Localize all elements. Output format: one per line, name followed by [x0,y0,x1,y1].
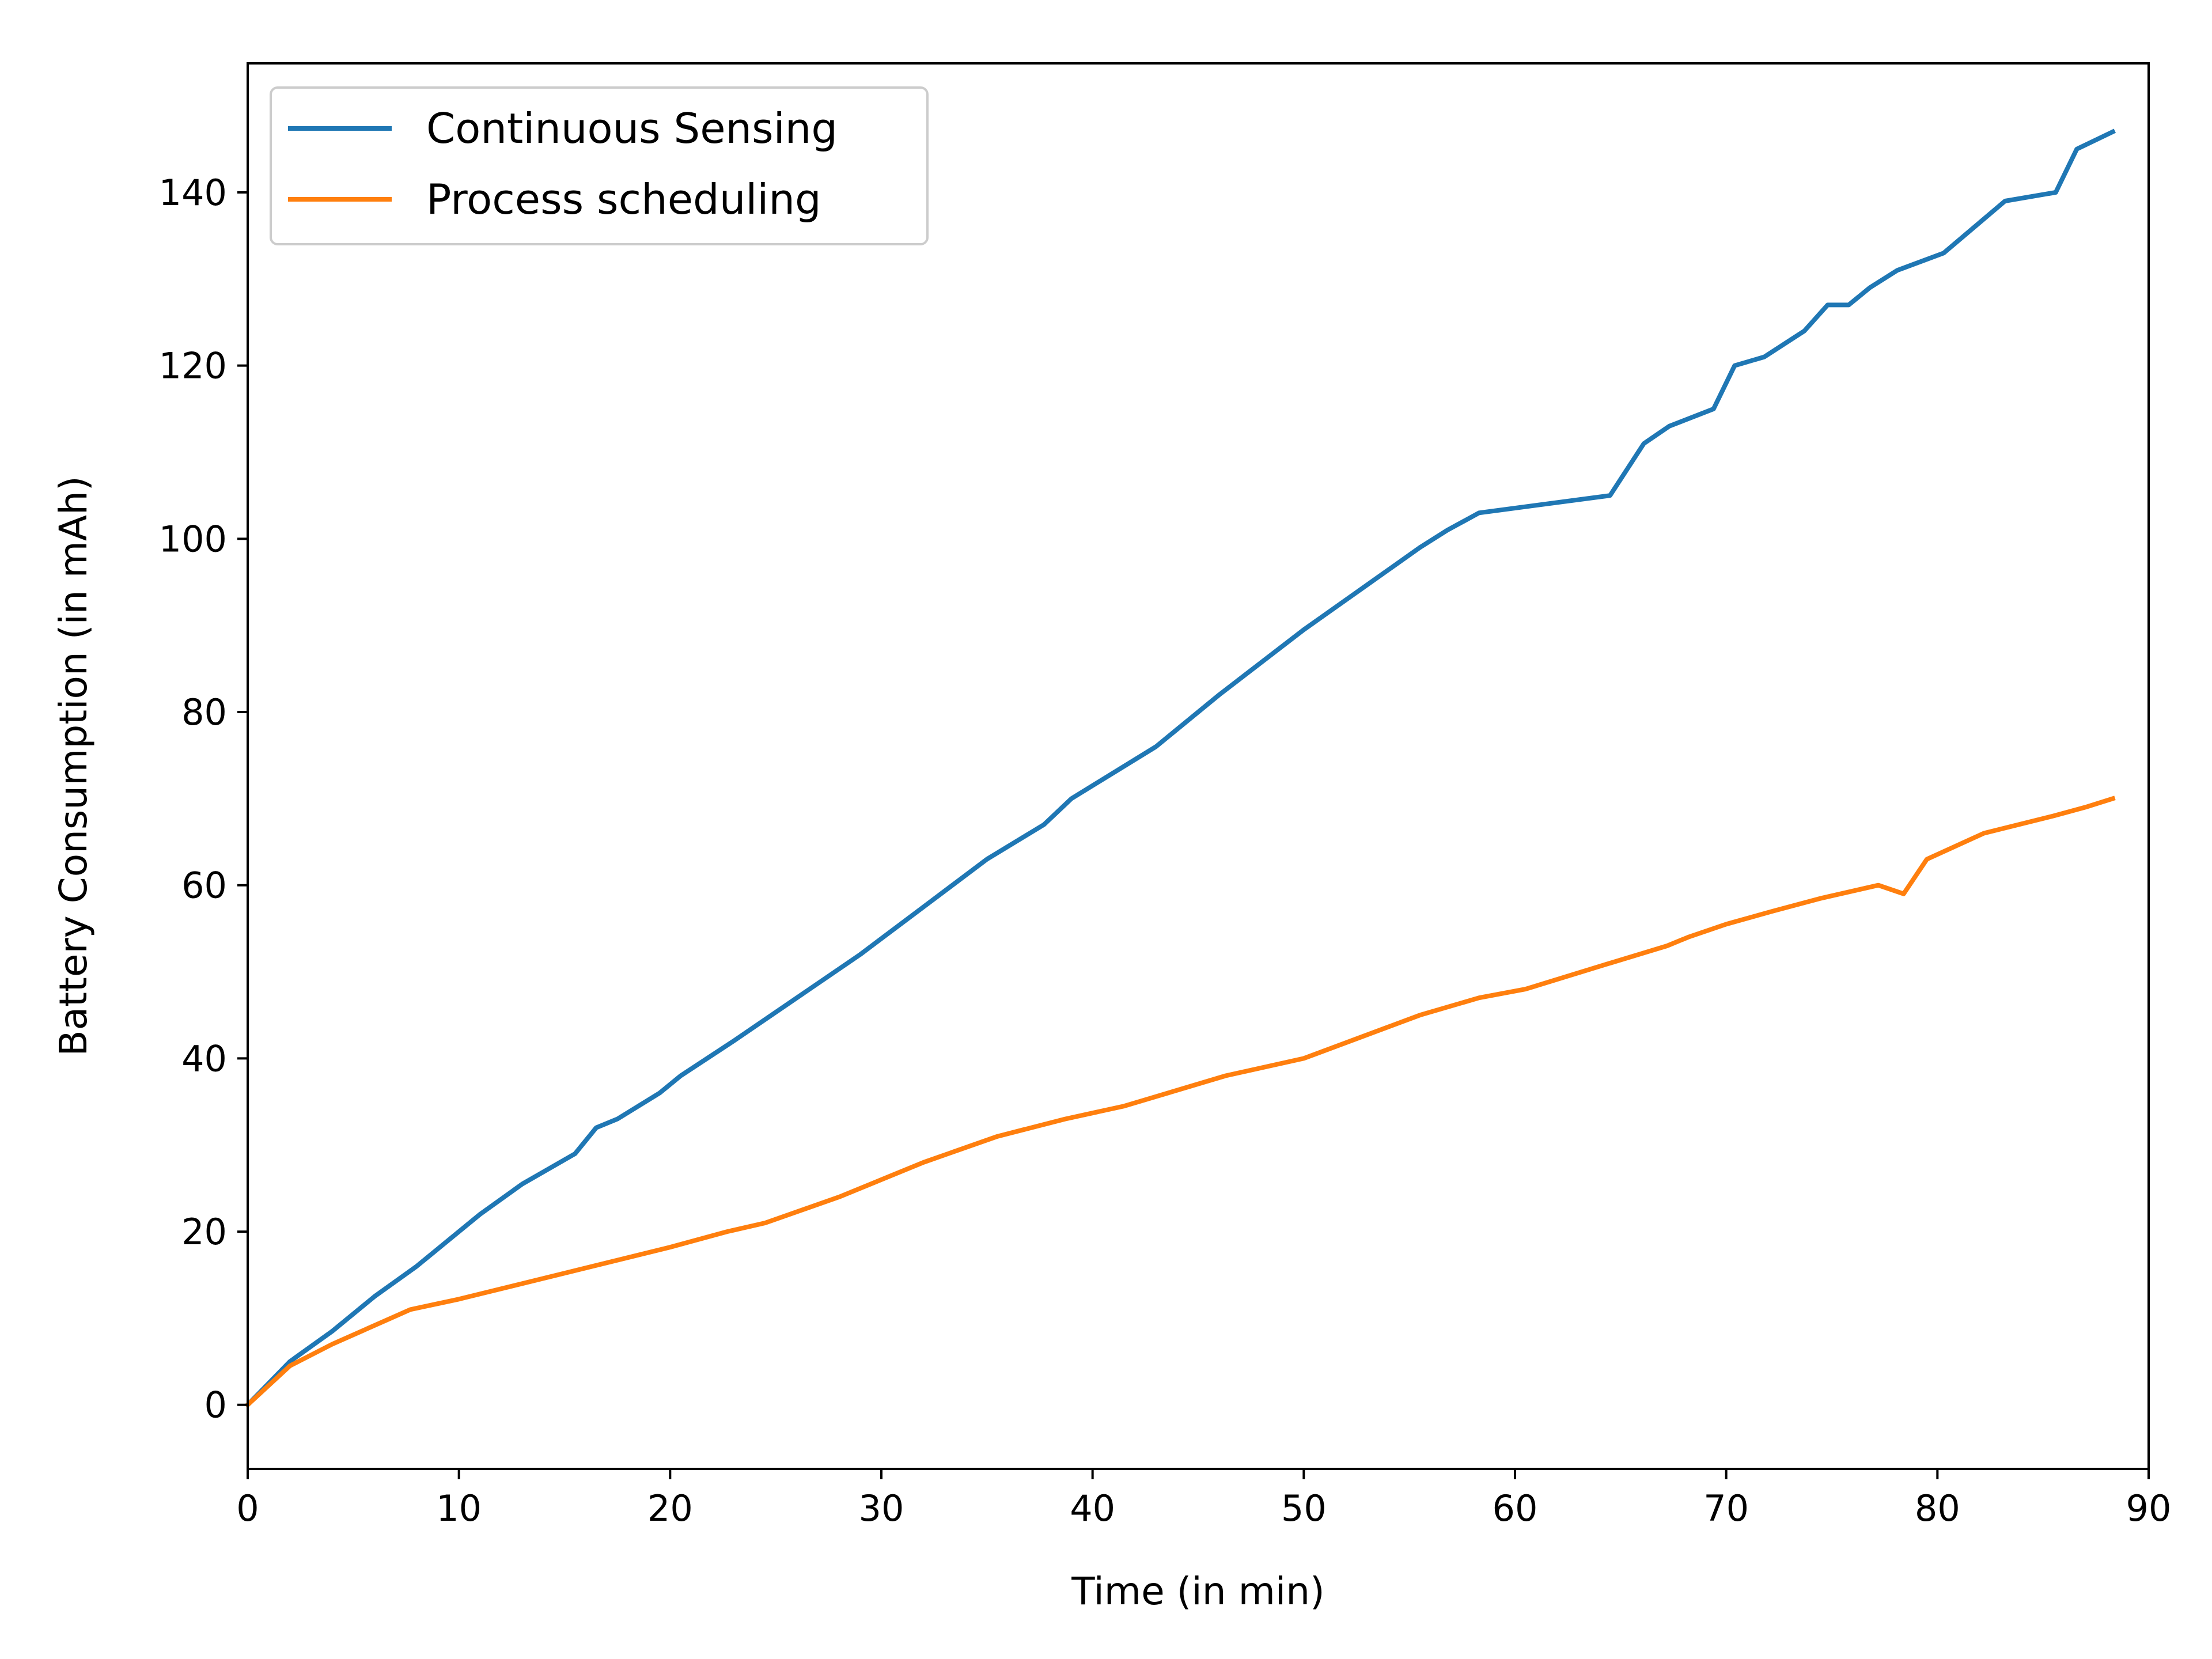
x-tick-label: 90 [2126,1487,2172,1529]
x-tick-label: 0 [236,1487,259,1529]
y-tick-label: 100 [159,518,227,560]
y-tick-label: 0 [204,1384,227,1426]
legend-label-process-scheduling: Process scheduling [426,175,821,224]
x-tick-label: 80 [1915,1487,1960,1529]
x-tick-label: 20 [647,1487,693,1529]
x-axis-title: Time (in min) [1071,1569,1325,1613]
legend-box [270,86,929,245]
legend-label-continuous-sensing: Continuous Sensing [426,104,838,153]
x-tick-label: 60 [1493,1487,1538,1529]
x-tick-label: 10 [436,1487,482,1529]
plot-frame [247,62,2150,1470]
legend: Continuous Sensing Process scheduling [270,86,929,245]
x-tick-label: 70 [1703,1487,1749,1529]
x-tick-label: 40 [1070,1487,1115,1529]
series-line-continuous-sensing [244,128,2116,1408]
y-tick-label: 60 [181,865,227,907]
y-axis: 0 20 40 60 80 100 120 140 [159,172,248,1426]
x-axis: 0 10 20 30 40 50 60 70 80 90 [236,1469,2171,1529]
y-tick-label: 40 [181,1037,227,1080]
x-tick-label: 50 [1281,1487,1327,1529]
y-axis-title: Battery Consumption (in mAh) [51,476,96,1056]
series-line-process-scheduling [244,796,2116,1408]
y-tick-label: 80 [181,691,227,733]
x-tick-label: 30 [859,1487,904,1529]
y-tick-label: 120 [159,345,227,387]
y-tick-label: 140 [159,172,227,214]
y-tick-label: 20 [181,1211,227,1253]
series-lines [244,128,2116,1408]
